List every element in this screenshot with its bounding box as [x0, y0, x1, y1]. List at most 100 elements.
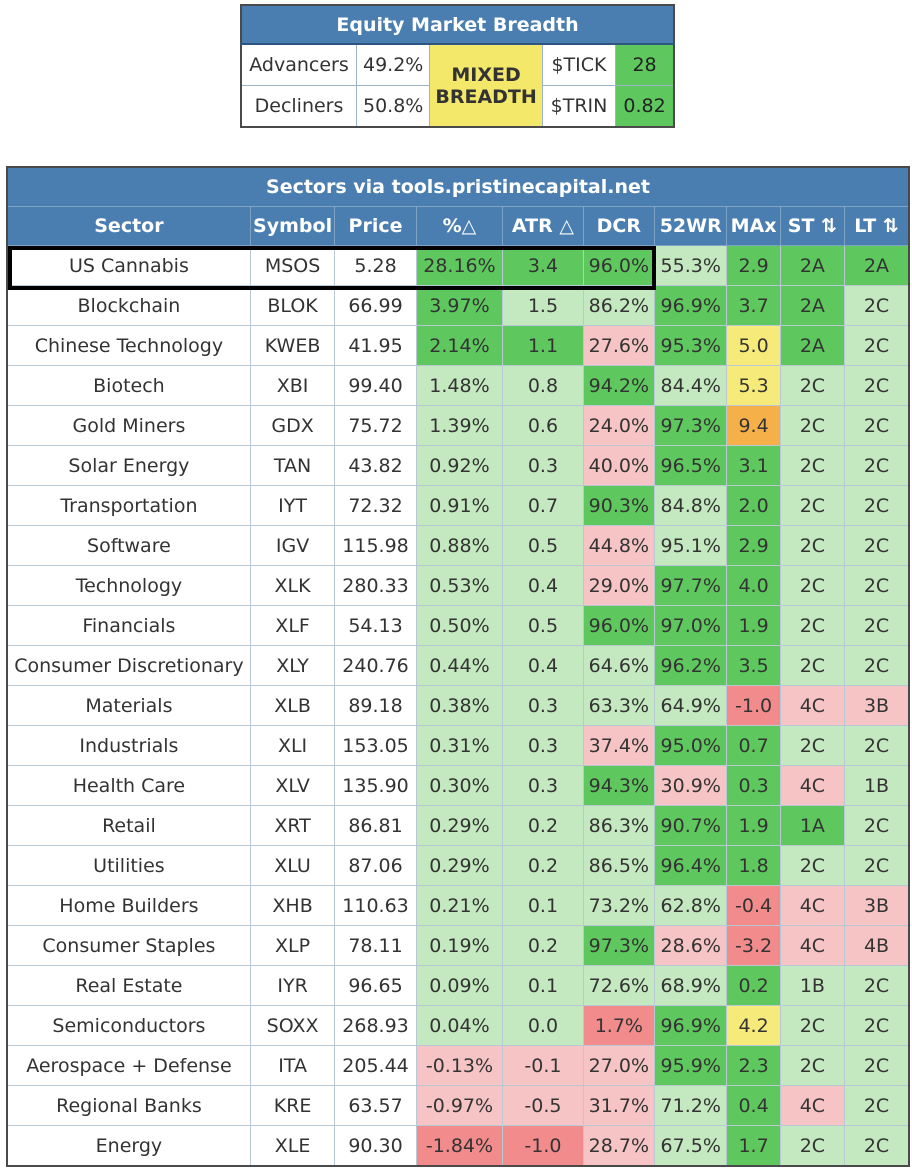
cell-lt: 2C: [844, 565, 910, 606]
cell-dcr: 73.2%: [582, 885, 656, 926]
cell-lt: 2C: [844, 525, 910, 566]
cell-price: 153.05: [334, 725, 417, 766]
cell-pct-change: 0.44%: [415, 645, 504, 686]
col-header-lt[interactable]: LT ⇅: [844, 206, 910, 246]
cell-st: 1A: [779, 805, 846, 846]
cell-dcr: 86.2%: [582, 285, 656, 326]
cell-atr-change: 3.4: [502, 245, 584, 286]
cell-dcr: 31.7%: [582, 1085, 656, 1126]
cell-max: 1.8: [726, 845, 781, 886]
cell-symbol: KRE: [249, 1085, 336, 1126]
cell-sector: Technology: [6, 565, 251, 606]
cell-st: 2A: [779, 325, 846, 366]
cell-st: 2C: [779, 1125, 846, 1167]
cell-lt: 2C: [844, 965, 910, 1006]
cell-52wr: 84.4%: [654, 365, 728, 406]
cell-price: 240.76: [334, 645, 417, 686]
cell-52wr: 28.6%: [654, 925, 728, 966]
cell-price: 205.44: [334, 1045, 417, 1086]
table-row: Biotech XBI 99.40 1.48% 0.8 94.2% 84.4% 5.3 2C 2C: [6, 365, 910, 406]
cell-max: 2.3: [726, 1045, 781, 1086]
cell-lt: 2C: [844, 805, 910, 846]
table-row: Solar Energy TAN 43.82 0.92% 0.3 40.0% 96.5% 3.…: [6, 445, 910, 486]
cell-sector: Real Estate: [6, 965, 251, 1006]
tick-value: 28: [615, 43, 675, 86]
cell-price: 99.40: [334, 365, 417, 406]
cell-price: 41.95: [334, 325, 417, 366]
cell-max: 1.9: [726, 805, 781, 846]
table-row: Chinese Technology KWEB 41.95 2.14% 1.1 27.6%…: [6, 325, 910, 366]
table-row: Regional Banks KRE 63.57 -0.97% -0.5 31.7% 71.…: [6, 1085, 910, 1126]
col-header-price[interactable]: Price: [334, 206, 417, 246]
cell-price: 43.82: [334, 445, 417, 486]
cell-sector: Home Builders: [6, 885, 251, 926]
cell-dcr: 24.0%: [582, 405, 656, 446]
col-header-symbol[interactable]: Symbol: [249, 206, 336, 246]
col-header-sector[interactable]: Sector: [6, 206, 251, 246]
cell-sector: Financials: [6, 605, 251, 646]
cell-52wr: 96.2%: [654, 645, 728, 686]
cell-price: 280.33: [334, 565, 417, 606]
cell-price: 110.63: [334, 885, 417, 926]
cell-st: 2A: [779, 245, 846, 286]
cell-pct-change: 0.88%: [415, 525, 504, 566]
cell-max: 3.7: [726, 285, 781, 326]
cell-max: 2.9: [726, 245, 781, 286]
cell-atr-change: -0.5: [502, 1085, 584, 1126]
table-row: Home Builders XHB 110.63 0.21% 0.1 73.2% 62.8%…: [6, 885, 910, 926]
col-header-atr-change[interactable]: ATR △: [502, 206, 584, 246]
cell-dcr: 94.2%: [582, 365, 656, 406]
breadth-table: Equity Market Breadth Advancers 49.2% MI…: [240, 4, 675, 128]
col-header-pct-change[interactable]: %△: [415, 206, 504, 246]
cell-symbol: XLF: [249, 605, 336, 646]
cell-symbol: SOXX: [249, 1005, 336, 1046]
cell-max: 0.3: [726, 765, 781, 806]
cell-st: 2C: [779, 605, 846, 646]
cell-max: 4.0: [726, 565, 781, 606]
cell-52wr: 97.0%: [654, 605, 728, 646]
col-header-max[interactable]: MAx: [726, 206, 781, 246]
cell-sector: Transportation: [6, 485, 251, 526]
cell-dcr: 44.8%: [582, 525, 656, 566]
table-row: Semiconductors SOXX 268.93 0.04% 0.0 1.7% 96.9…: [6, 1005, 910, 1046]
cell-lt: 4B: [844, 925, 910, 966]
col-header-52wr[interactable]: 52WR: [654, 206, 728, 246]
cell-price: 90.30: [334, 1125, 417, 1167]
breadth-title: Equity Market Breadth: [241, 5, 674, 45]
cell-lt: 2C: [844, 285, 910, 326]
cell-symbol: XBI: [249, 365, 336, 406]
cell-lt: 2C: [844, 645, 910, 686]
cell-st: 2A: [779, 285, 846, 326]
sectors-table: Sectors via tools.pristinecapital.net Se…: [6, 166, 910, 1167]
cell-dcr: 27.6%: [582, 325, 656, 366]
cell-lt: 3B: [844, 685, 910, 726]
breadth-status-line1: MIXED: [451, 63, 521, 86]
cell-sector: Semiconductors: [6, 1005, 251, 1046]
cell-max: 3.5: [726, 645, 781, 686]
cell-atr-change: 0.0: [502, 1005, 584, 1046]
cell-symbol: ITA: [249, 1045, 336, 1086]
cell-price: 72.32: [334, 485, 417, 526]
cell-symbol: XLP: [249, 925, 336, 966]
cell-dcr: 29.0%: [582, 565, 656, 606]
cell-dcr: 40.0%: [582, 445, 656, 486]
cell-pct-change: 0.29%: [415, 805, 504, 846]
cell-st: 2C: [779, 525, 846, 566]
cell-atr-change: 0.4: [502, 645, 584, 686]
decliners-value: 50.8%: [356, 85, 431, 128]
cell-st: 4C: [779, 1085, 846, 1126]
cell-max: 5.3: [726, 365, 781, 406]
table-row: Technology XLK 280.33 0.53% 0.4 29.0% 97.7% 4.0…: [6, 565, 910, 606]
cell-52wr: 96.9%: [654, 285, 728, 326]
cell-pct-change: -1.84%: [415, 1125, 504, 1167]
cell-lt: 2C: [844, 725, 910, 766]
cell-52wr: 95.9%: [654, 1045, 728, 1086]
col-header-dcr[interactable]: DCR: [582, 206, 656, 246]
cell-sector: Industrials: [6, 725, 251, 766]
col-header-st[interactable]: ST ⇅: [779, 206, 846, 246]
cell-symbol: MSOS: [249, 245, 336, 286]
cell-symbol: XLB: [249, 685, 336, 726]
cell-pct-change: 0.09%: [415, 965, 504, 1006]
cell-dcr: 72.6%: [582, 965, 656, 1006]
cell-st: 2C: [779, 725, 846, 766]
